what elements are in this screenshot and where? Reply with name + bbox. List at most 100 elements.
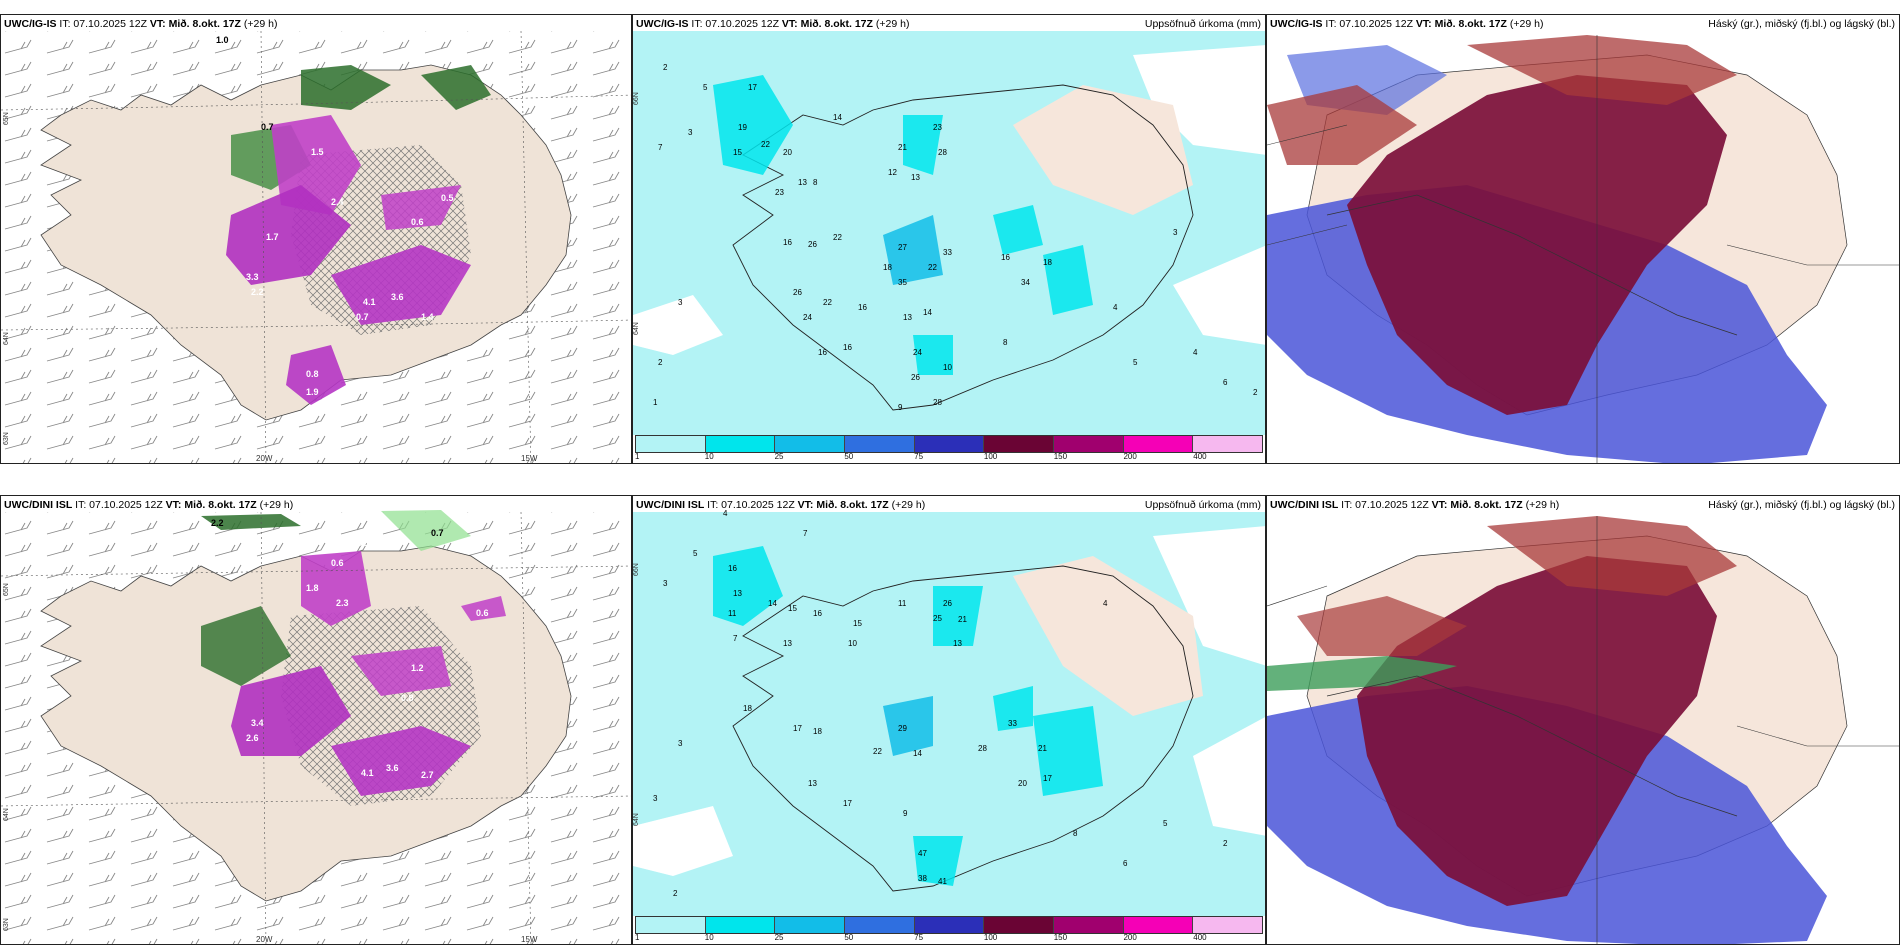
- precip-value: 4: [1113, 303, 1118, 312]
- precip-value: 21: [898, 143, 907, 152]
- precip-cyan: [913, 836, 963, 886]
- precip-value: 18: [1043, 258, 1052, 267]
- precip-cyan: [713, 75, 793, 175]
- precip-value: 2.3: [336, 598, 349, 608]
- panel-header: UWC/DINI ISL IT: 07.10.2025 12Z VT: Mið.…: [1270, 499, 1559, 511]
- precip-value: 5: [703, 83, 708, 92]
- precip-value: 22: [833, 233, 842, 242]
- precip-cyan: [993, 205, 1043, 255]
- colorbar-swatch: [1054, 436, 1124, 452]
- precip-value: 3.3: [246, 272, 259, 282]
- precip-value: 22: [823, 298, 832, 307]
- precip-value: 14: [913, 749, 922, 758]
- colorbar-label: 10: [704, 933, 714, 942]
- precip-value: 12: [888, 168, 897, 177]
- init-time: IT: 07.10.2025 12Z: [1341, 499, 1429, 511]
- colorbar-label: 150: [1053, 933, 1068, 942]
- high-cloud-maroon: [1357, 556, 1717, 906]
- panel-field-title: Uppsöfnuð úrkoma (mm): [1144, 499, 1261, 511]
- colorbar-swatch: [775, 436, 846, 452]
- precip-type-map: 2.2 0.7 0.6 1.8 0.6 3.4 2.6 3.6 4.1 2.7 …: [1, 510, 631, 944]
- graticule-lines: [1267, 35, 1899, 463]
- lead-time: (+29 h): [1525, 499, 1560, 511]
- precip-value: 18: [743, 704, 752, 713]
- colorbar-labels: 1 10 25 50 75 100 150 200 400: [635, 933, 1263, 943]
- coastline-detail: [1326, 194, 1738, 336]
- model-name: UWC/DINI ISL: [1270, 499, 1339, 511]
- precip-value: 2: [1223, 839, 1228, 848]
- precip-pink-4: [351, 646, 451, 696]
- high-cloud-red: [1467, 35, 1737, 105]
- dry-area: [633, 295, 723, 355]
- precip-value: 16: [858, 303, 867, 312]
- precip-value: 14: [768, 599, 777, 608]
- precip-value: 33: [1008, 719, 1017, 728]
- precip-value: 1.2: [411, 663, 424, 673]
- colorbar-labels: 1 10 25 50 75 100 150 200 400: [635, 452, 1263, 462]
- precip-value: 13: [798, 178, 807, 187]
- precip-value: 2: [658, 358, 663, 367]
- colorbar-label: 200: [1123, 452, 1137, 461]
- precip-value: 2: [663, 63, 668, 72]
- valid-time-value: Mið. 8.okt. 17Z: [1434, 18, 1507, 30]
- precip-value: 3: [678, 298, 683, 307]
- precip-pink-5: [461, 596, 506, 621]
- precip-value: 20: [1018, 779, 1027, 788]
- precip-value: 19: [738, 123, 747, 132]
- colorbar-swatch: [775, 917, 846, 933]
- high-cloud-red: [1297, 596, 1467, 656]
- precip-value: 7: [658, 143, 663, 152]
- precip-value: 16: [818, 348, 827, 357]
- precip-value: 18: [813, 727, 822, 736]
- accum-precip-map: 4 7 5 3 16 13 11 14 15 16 13 15 10 11 25…: [633, 509, 1265, 916]
- precip-cyan: [933, 586, 983, 646]
- panel-top-middle-accum-precip: UWC/IG-IS IT: 07.10.2025 12Z VT: Mið. 8.…: [632, 14, 1266, 464]
- precip-value: 9: [903, 809, 908, 818]
- precip-value: 0.8: [306, 369, 319, 379]
- precip-value: 28: [933, 398, 942, 407]
- cloud-cover-map: [1267, 31, 1899, 463]
- panel-bottom-left-precip-type: UWC/DINI ISL IT: 07.10.2025 12Z VT: Mið.…: [0, 495, 632, 945]
- land-no-precip: [1013, 556, 1203, 716]
- panel-header: UWC/DINI ISL IT: 07.10.2025 12Z VT: Mið.…: [4, 499, 293, 511]
- valid-time-value: Mið. 8.okt. 17Z: [168, 18, 241, 30]
- precip-value: 16: [813, 609, 822, 618]
- precip-value: 13: [911, 173, 920, 182]
- precip-value: 4.1: [361, 768, 374, 778]
- precip-value: 18: [883, 263, 892, 272]
- precip-value: 3: [1173, 228, 1178, 237]
- precip-values: 1.0 0.7 1.5 2.4 1.7 3.3 2.2 3.6 4.1 0.7 …: [216, 35, 454, 397]
- model-name: UWC/DINI ISL: [636, 499, 705, 511]
- precip-value: 8: [813, 178, 818, 187]
- model-name: UWC/IG-IS: [636, 18, 689, 30]
- precip-value: 5: [1163, 819, 1168, 828]
- precip-value: 3: [663, 579, 668, 588]
- colorbar-label: 75: [914, 933, 924, 942]
- precip-value: 0.6: [331, 558, 344, 568]
- precip-value: 24: [803, 313, 812, 322]
- lead-time: (+29 h): [875, 18, 910, 30]
- precip-value: 47: [918, 849, 927, 858]
- colorbar-swatch: [845, 917, 915, 933]
- colorbar-swatch: [1123, 436, 1194, 452]
- lat-tick: 66N: [633, 563, 640, 576]
- mid-cloud-green: [1267, 656, 1457, 691]
- precip-value: 6: [1123, 859, 1128, 868]
- colorbar-label: 400: [1193, 452, 1207, 461]
- colorbar-label: 25: [774, 452, 784, 461]
- valid-time-value: Mið. 8.okt. 17Z: [184, 499, 257, 511]
- coastline-detail: [1326, 675, 1738, 817]
- accum-precip-map: 2 5 3 7 17 19 15 22 20 23 14 23 13 21 28…: [633, 31, 1265, 435]
- colorbar-swatch: [636, 436, 706, 452]
- precip-value: 22: [761, 140, 770, 149]
- precip-value: 10: [848, 639, 857, 648]
- colorbar-label: 150: [1053, 452, 1068, 461]
- panel-top-right-cloud-cover: UWC/IG-IS IT: 07.10.2025 12Z VT: Mið. 8.…: [1266, 14, 1900, 464]
- valid-time-value: Mið. 8.okt. 17Z: [800, 18, 873, 30]
- precip-value: 3.6: [391, 292, 404, 302]
- precip-value: 0.6: [476, 608, 489, 618]
- precip-cyan: [883, 215, 943, 285]
- lead-time: (+29 h): [243, 18, 278, 30]
- colorbar-label: 100: [983, 452, 998, 461]
- lon-tick: 15W: [521, 454, 538, 463]
